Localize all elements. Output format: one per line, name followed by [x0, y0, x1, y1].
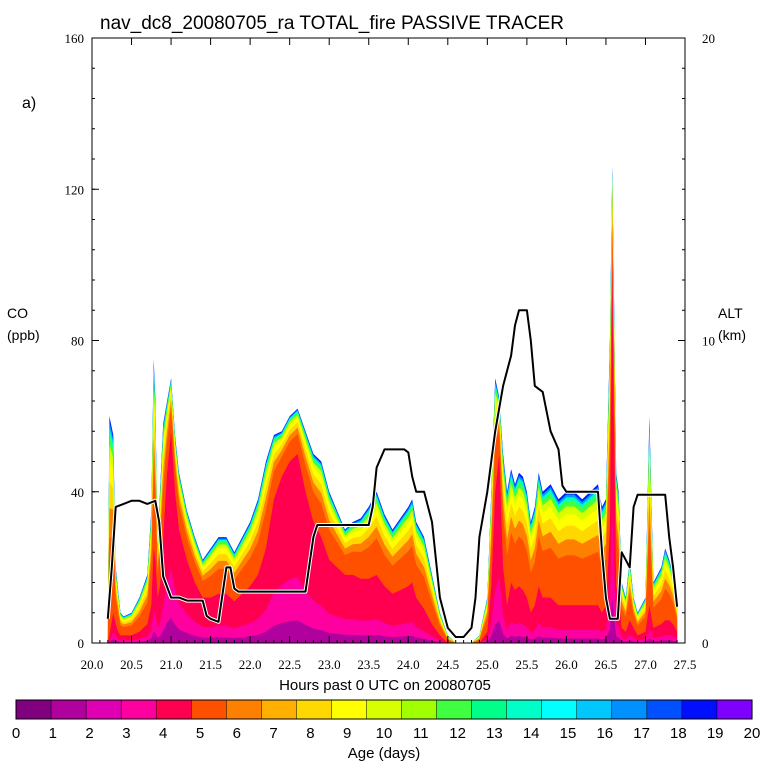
colorbar-tick-label: 5 — [196, 725, 204, 742]
x-tick-label: 22.0 — [239, 657, 262, 672]
y-axis-label-line1: CO — [7, 305, 28, 321]
colorbar-tick-label: 18 — [670, 725, 687, 742]
colorbar-swatch — [120, 699, 157, 720]
colorbar-swatch — [716, 699, 753, 720]
colorbar-tick-label: 4 — [159, 725, 167, 742]
colorbar-swatch — [576, 699, 613, 720]
co-area-layers — [107, 166, 678, 644]
colorbar-tick-label: 3 — [122, 725, 130, 742]
x-tick-label: 23.0 — [318, 657, 341, 672]
x-tick-label: 20.5 — [120, 657, 143, 672]
y2-axis-label-line2: (km) — [718, 327, 746, 343]
colorbar-swatch — [85, 699, 122, 720]
y-tick-label: 120 — [65, 182, 85, 197]
colorbar-swatch — [541, 699, 578, 720]
y-tick-label: 40 — [71, 485, 84, 500]
x-axis-label: Hours past 0 UTC on 20080705 — [279, 677, 491, 694]
colorbar-swatch — [50, 699, 87, 720]
x-tick-label: 23.5 — [357, 657, 380, 672]
x-tick-label: 21.0 — [160, 657, 183, 672]
colorbar-tick-label: 16 — [596, 725, 613, 742]
colorbar-tick-label: 14 — [523, 725, 540, 742]
x-tick-label: 25.5 — [515, 657, 538, 672]
x-tick-label: 26.0 — [555, 657, 578, 672]
colorbar-tick-label: 6 — [233, 725, 241, 742]
colorbar-tick-label: 11 — [413, 725, 429, 742]
x-tick-label: 25.0 — [476, 657, 499, 672]
colorbar-tick-label: 2 — [85, 725, 93, 742]
colorbar-tick-label: 0 — [12, 725, 20, 742]
colorbar-tick-label: 17 — [633, 725, 650, 742]
colorbar-swatch — [296, 699, 332, 720]
x-tick-label: 27.5 — [674, 657, 697, 672]
panel-label: a) — [22, 95, 36, 112]
colorbar-tick-label: 9 — [343, 725, 351, 742]
colorbar-swatch — [401, 699, 438, 720]
colorbar-swatch — [15, 699, 52, 720]
co-layer-age-1 — [107, 597, 678, 643]
y2-axis-label-line1: ALT — [718, 305, 743, 321]
colorbar-swatch — [331, 699, 368, 720]
y-axis-label-line2: (ppb) — [7, 327, 40, 343]
x-tick-label: 27.0 — [634, 657, 657, 672]
y-tick-label: 160 — [65, 31, 85, 46]
colorbar-tick-label: 15 — [560, 725, 577, 742]
colorbar-frame — [15, 699, 753, 720]
altitude-line — [106, 309, 679, 638]
colorbar-swatch — [611, 699, 648, 720]
colorbar-swatch — [190, 699, 227, 720]
chart-title: nav_dc8_20080705_ra TOTAL_fire PASSIVE T… — [100, 13, 564, 34]
colorbar-tick-label: 19 — [707, 725, 724, 742]
colorbar-swatch — [261, 699, 297, 720]
y2-tick-label: 0 — [702, 636, 709, 651]
co-layer-age-9 — [107, 186, 678, 643]
colorbar-label: Age (days) — [348, 745, 421, 762]
x-tick-label: 20.0 — [81, 657, 104, 672]
colorbar-tick-label: 10 — [376, 725, 393, 742]
altitude-line-group — [105, 308, 680, 639]
x-tick-label: 24.0 — [397, 657, 420, 672]
y-tick-label: 0 — [78, 636, 85, 651]
colorbar-swatch — [471, 699, 508, 720]
x-tick-label: 24.5 — [436, 657, 459, 672]
colorbar-tick-label: 1 — [49, 725, 57, 742]
colorbar-swatch — [646, 699, 683, 720]
axis-ticks: 20.0 20.5 21.0 21.5 22.0 22.5 23.0 23.5 24.0 24.5… — [65, 31, 716, 672]
colorbar-tick-label: 20 — [744, 725, 761, 742]
y2-tick-label: 10 — [702, 334, 715, 349]
colorbar-swatch — [506, 699, 543, 720]
colorbar-swatch — [366, 699, 403, 720]
colorbar-tick-label: 13 — [486, 725, 503, 742]
x-tick-label: 22.5 — [278, 657, 301, 672]
colorbar-tick-label: 8 — [306, 725, 314, 742]
x-tick-label: 21.5 — [199, 657, 222, 672]
colorbar-tick-label: 7 — [269, 725, 277, 742]
colorbar-swatch — [155, 699, 192, 720]
colorbar-swatch — [436, 699, 473, 720]
x-tick-label: 26.5 — [595, 657, 618, 672]
colorbar-swatch — [226, 699, 262, 720]
y-tick-label: 80 — [71, 334, 84, 349]
colorbar-swatch — [681, 699, 718, 720]
colorbar-tick-label: 12 — [449, 725, 466, 742]
y2-tick-label: 20 — [702, 31, 715, 46]
age-colorbar: 0 1 2 3 4 5 6 7 8 9 10 11 12 13 14 15 16 17 18 19 20 — [12, 699, 761, 742]
